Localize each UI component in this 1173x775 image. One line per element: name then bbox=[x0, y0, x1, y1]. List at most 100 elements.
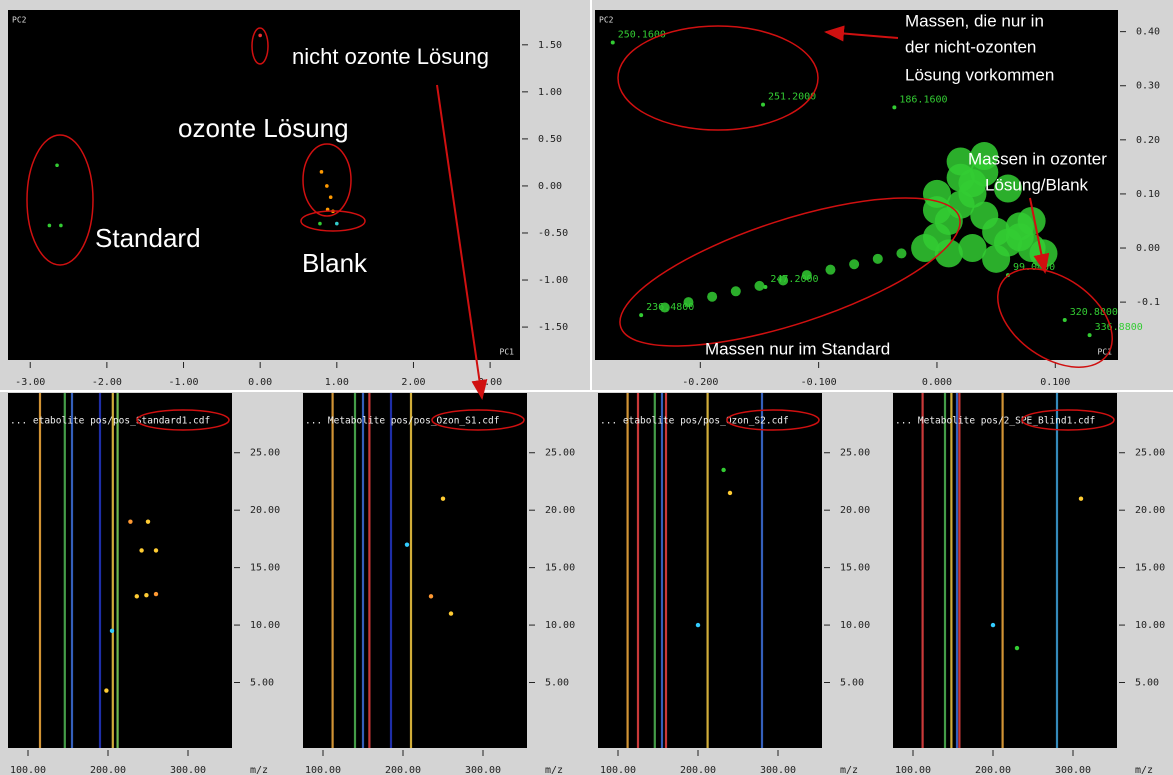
score-point bbox=[55, 163, 59, 168]
highlight-ellipse bbox=[619, 197, 961, 347]
y-tick-label: 0.40 bbox=[1136, 27, 1160, 38]
y-tick-label: 10.00 bbox=[545, 620, 575, 631]
loading-point bbox=[872, 253, 883, 264]
highlight-ellipse bbox=[251, 27, 269, 65]
loading-point bbox=[707, 291, 718, 302]
x-tick-label: -3.00 bbox=[15, 377, 45, 388]
x-tick-label: 2.00 bbox=[401, 377, 425, 388]
y-tick-label: -1.00 bbox=[538, 275, 568, 286]
peak-spot bbox=[1014, 645, 1020, 651]
loading-point bbox=[849, 259, 860, 270]
y-tick-label: 10.00 bbox=[250, 620, 280, 631]
y-tick-label: -1.50 bbox=[538, 322, 568, 333]
chromatogram-area bbox=[893, 393, 1117, 748]
y-tick-label: 0.00 bbox=[1136, 243, 1160, 254]
file-name: ... Metabolite pos/2_SPE_Blind1.cdf bbox=[895, 416, 1095, 427]
highlight-ellipse bbox=[726, 409, 820, 431]
loading-point bbox=[946, 147, 975, 176]
point-label: 336.8800 bbox=[1095, 322, 1143, 333]
x-axis-label: m/z bbox=[250, 765, 268, 775]
peak-spot bbox=[428, 594, 434, 599]
y-tick-label: 1.00 bbox=[538, 87, 562, 98]
x-tick-label: 300.00 bbox=[1055, 765, 1091, 775]
highlight-ellipse bbox=[431, 409, 525, 431]
peak-spot bbox=[990, 622, 996, 628]
loading-point bbox=[1005, 223, 1034, 252]
y-tick-label: 10.00 bbox=[1135, 620, 1165, 631]
x-tick-label: 300.00 bbox=[170, 765, 206, 775]
loading-point bbox=[730, 286, 741, 297]
point-label: 250.1600 bbox=[618, 29, 666, 40]
y-tick-label: 5.00 bbox=[250, 678, 274, 689]
point-label: 320.8800 bbox=[1070, 307, 1118, 318]
x-tick-label: 200.00 bbox=[385, 765, 421, 775]
x-tick-label: 0.100 bbox=[1040, 377, 1070, 388]
peak-spot bbox=[727, 490, 733, 496]
x-tick-label: 300.00 bbox=[760, 765, 796, 775]
point-label: 247.2000 bbox=[770, 274, 818, 285]
annotation: Lösung vorkommen bbox=[905, 65, 1054, 84]
x-axis-label: PC1 bbox=[500, 348, 515, 357]
peak-spot bbox=[104, 688, 109, 693]
score-point bbox=[319, 170, 324, 174]
peak-spot bbox=[139, 548, 144, 553]
loading-point bbox=[911, 234, 940, 263]
x-tick-label: 3.00 bbox=[478, 377, 502, 388]
peak-spot bbox=[128, 519, 133, 524]
x-tick-label: 100.00 bbox=[600, 765, 636, 775]
x-tick-label: 0.00 bbox=[248, 377, 272, 388]
peak-spot bbox=[153, 548, 159, 553]
highlight-ellipse bbox=[136, 409, 230, 431]
x-axis-label: m/z bbox=[840, 765, 858, 775]
chromatogram-area bbox=[598, 393, 822, 748]
y-axis-label: PC2 bbox=[12, 16, 27, 25]
highlight-ellipse bbox=[300, 210, 366, 232]
y-tick-label: 0.20 bbox=[1136, 135, 1160, 146]
y-tick-label: 15.00 bbox=[1135, 563, 1165, 574]
loading-point bbox=[639, 313, 644, 318]
y-tick-label: 25.00 bbox=[250, 448, 280, 459]
y-tick-label: -0.50 bbox=[538, 228, 568, 239]
loading-point bbox=[801, 270, 812, 281]
peak-spot bbox=[144, 593, 149, 598]
loading-point bbox=[982, 244, 1011, 273]
annotation: Massen, die nur in bbox=[905, 11, 1044, 30]
peak-spot bbox=[145, 519, 151, 524]
loading-point bbox=[970, 142, 999, 171]
y-tick-label: 15.00 bbox=[250, 563, 280, 574]
highlight-ellipse bbox=[997, 268, 1113, 368]
x-tick-label: 0.000 bbox=[922, 377, 952, 388]
x-tick-label: 200.00 bbox=[90, 765, 126, 775]
loading-point bbox=[934, 239, 963, 268]
y-tick-label: 15.00 bbox=[545, 563, 575, 574]
arrow bbox=[1029, 197, 1050, 274]
annotation: Lösung/Blank bbox=[985, 175, 1089, 194]
y-tick-label: 5.00 bbox=[545, 678, 569, 689]
y-tick-label: 1.50 bbox=[538, 40, 562, 51]
plot-layer: -3.00 -2.00 -1.00 0.00 1.00 2.00 3.00 1.50 1.00 0… bbox=[8, 16, 1165, 775]
arrow bbox=[436, 84, 488, 400]
annotation: nicht ozonte Lösung bbox=[292, 44, 489, 69]
x-tick-label: 100.00 bbox=[895, 765, 931, 775]
x-tick-label: -2.00 bbox=[92, 377, 122, 388]
peak-spot bbox=[153, 591, 159, 597]
annotation: Blank bbox=[302, 248, 368, 278]
point-label: 236.4800 bbox=[646, 302, 694, 313]
y-tick-label: 0.50 bbox=[538, 134, 562, 145]
y-tick-label: 25.00 bbox=[840, 448, 870, 459]
chromatogram-area bbox=[8, 393, 232, 748]
loading-point bbox=[778, 275, 789, 286]
y-tick-label: 0.00 bbox=[538, 181, 562, 192]
x-tick-label: -1.00 bbox=[168, 377, 198, 388]
loading-point bbox=[958, 234, 987, 263]
x-tick-label: 200.00 bbox=[680, 765, 716, 775]
loading-point bbox=[892, 105, 897, 110]
peak-spot bbox=[109, 628, 115, 634]
score-point bbox=[59, 223, 63, 228]
y-tick-label: 0.10 bbox=[1136, 189, 1160, 200]
annotation: der nicht-ozonten bbox=[905, 37, 1036, 56]
peak-spot bbox=[1078, 496, 1084, 501]
score-point bbox=[335, 221, 339, 226]
peak-spot bbox=[695, 622, 701, 628]
highlight-ellipse bbox=[617, 25, 819, 131]
